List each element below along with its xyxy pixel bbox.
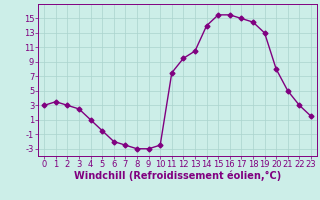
X-axis label: Windchill (Refroidissement éolien,°C): Windchill (Refroidissement éolien,°C)	[74, 171, 281, 181]
